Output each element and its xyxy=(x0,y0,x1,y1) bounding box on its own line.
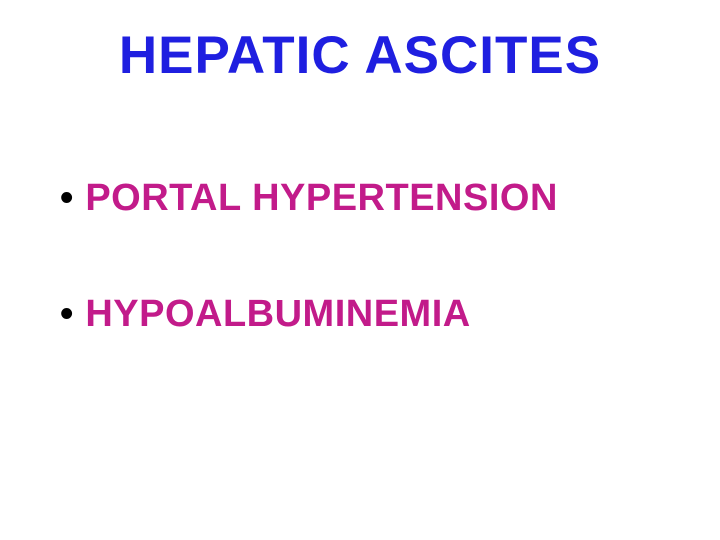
bullet-text: HYPOALBUMINEMIA xyxy=(85,292,470,338)
bullet-list: • PORTAL HYPERTENSION • HYPOALBUMINEMIA xyxy=(50,176,670,337)
list-item: • HYPOALBUMINEMIA xyxy=(60,292,670,338)
bullet-text: PORTAL HYPERTENSION xyxy=(85,176,558,222)
list-item: • PORTAL HYPERTENSION xyxy=(60,176,670,222)
bullet-marker-icon: • xyxy=(60,176,73,222)
slide-title: HEPATIC ASCITES xyxy=(50,25,670,86)
bullet-marker-icon: • xyxy=(60,292,73,338)
slide-container: HEPATIC ASCITES • PORTAL HYPERTENSION • … xyxy=(0,0,720,540)
